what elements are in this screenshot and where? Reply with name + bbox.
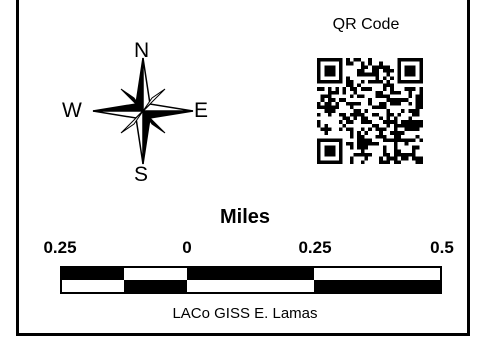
scale-units-label: Miles: [219, 206, 271, 228]
compass-rose-icon: [92, 57, 194, 165]
compass-south-label: S: [134, 163, 149, 186]
compass-west-label: W: [62, 99, 82, 122]
scale-tick-label: 0.25: [43, 238, 77, 257]
scale-tick-label: 0.25: [298, 238, 332, 257]
scale-tick-label: 0: [182, 238, 192, 257]
scale-bar: [60, 266, 442, 294]
qr-code-title: QR Code: [332, 16, 400, 33]
compass-rose: N S E W: [56, 36, 209, 186]
map-legend-panel: [16, 0, 470, 336]
map-credit: LACo GISS E. Lamas: [172, 305, 318, 322]
scale-tick-label: 0.5: [430, 238, 454, 257]
compass-east-label: E: [194, 99, 209, 122]
compass-north-label: N: [134, 39, 150, 62]
qr-code-icon: [317, 58, 423, 164]
